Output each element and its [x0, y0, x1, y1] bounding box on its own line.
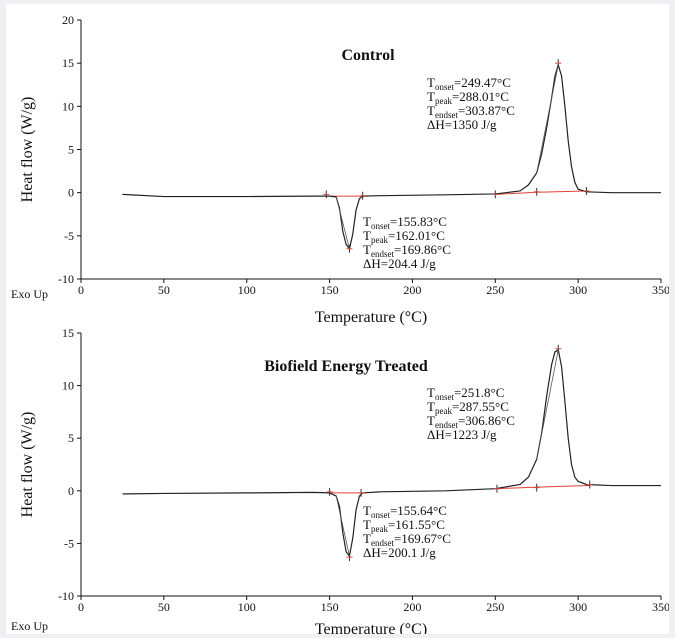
y-tick-label: -10 [58, 272, 74, 286]
annotation-line: ΔH=1223 J/g [427, 427, 497, 442]
x-tick-label: 0 [78, 283, 84, 297]
x-tick-label: 350 [652, 283, 669, 297]
dsc-figure: 0 50 100 150 200 250 300 350-10-505101520Temper… [11, 13, 669, 634]
chart-title: Biofield Energy Treated [264, 358, 428, 375]
annotation-line: ΔH=200.1 J/g [363, 545, 436, 560]
x-tick-label: 150 [321, 600, 339, 614]
annotation-line: Tpeak=287.55°C [427, 399, 509, 416]
annotation-line: Tonset=251.8°C [427, 385, 504, 402]
annotation-line: ΔH=204.4 J/g [363, 256, 436, 271]
x-tick-label: 0 [78, 600, 84, 614]
x-tick-label: 100 [238, 283, 256, 297]
tangent-line [536, 64, 559, 173]
x-tick-label: 50 [158, 283, 170, 297]
y-tick-label: -5 [64, 536, 74, 550]
annotation-line: ΔH=1350 J/g [427, 117, 497, 132]
annotation-line: Tendset=169.86°C [363, 242, 451, 259]
y-tick-label: 15 [62, 56, 74, 70]
y-axis-label: Heat flow (W/g) [19, 97, 36, 203]
y-tick-label: -10 [58, 589, 74, 603]
y-tick-label: 0 [68, 186, 74, 200]
x-tick-label: 150 [321, 283, 339, 297]
annotation-line: Tpeak=288.01°C [427, 89, 509, 106]
x-tick-label: 250 [486, 600, 504, 614]
annotation-line: Tendset=303.87°C [427, 103, 515, 120]
x-axis-label: Temperature (°C) [315, 621, 427, 634]
y-axis-label: Heat flow (W/g) [19, 412, 36, 518]
annotation-line: Tpeak=161.55°C [363, 517, 445, 534]
heat-flow-line [122, 348, 661, 558]
exo-up-label: Exo Up [11, 619, 48, 633]
y-tick-label: 10 [62, 379, 74, 393]
y-tick-label: 5 [68, 431, 74, 445]
y-tick-label: 5 [68, 143, 74, 157]
x-tick-label: 50 [158, 600, 170, 614]
annotation-line: Tpeak=162.01°C [363, 228, 445, 245]
y-tick-label: 10 [62, 99, 74, 113]
x-axis-label: Temperature (°C) [315, 309, 427, 326]
annotation-line: Tonset=155.64°C [363, 503, 447, 520]
chart-panel-1: 0 50 100 150 200 250 300 350 -10 -5 0 5 10 15 Temperat… [11, 326, 669, 634]
annotation-line: Tendset=306.86°C [427, 413, 515, 430]
chart-title: Control [341, 47, 395, 64]
y-tick-label: -5 [64, 229, 74, 243]
figure-frame: 0 50 100 150 200 250 300 350 -10 -5 0 5 10 15 20 Temper… [6, 4, 669, 634]
chart-panel-0: 0 50 100 150 200 250 300 350 -10 -5 0 5 10 15 20 Temper… [11, 13, 669, 326]
annotation-line: Tendset=169.67°C [363, 531, 451, 548]
y-tick-label: 15 [62, 326, 74, 340]
exo-up-label: Exo Up [11, 287, 48, 301]
annotation-line: Tonset=249.47°C [427, 75, 511, 92]
x-tick-label: 200 [403, 600, 421, 614]
y-tick-label: 0 [68, 484, 74, 498]
x-tick-label: 250 [486, 283, 504, 297]
x-tick-label: 300 [569, 600, 587, 614]
annotation-line: Tonset=155.83°C [363, 214, 447, 231]
x-tick-label: 350 [652, 600, 669, 614]
x-tick-label: 200 [403, 283, 421, 297]
y-tick-label: 20 [62, 13, 74, 27]
tangent-line [335, 495, 350, 557]
tangent-line [335, 196, 350, 249]
x-tick-label: 100 [238, 600, 256, 614]
tangent-line [536, 349, 559, 460]
x-tick-label: 300 [569, 283, 587, 297]
